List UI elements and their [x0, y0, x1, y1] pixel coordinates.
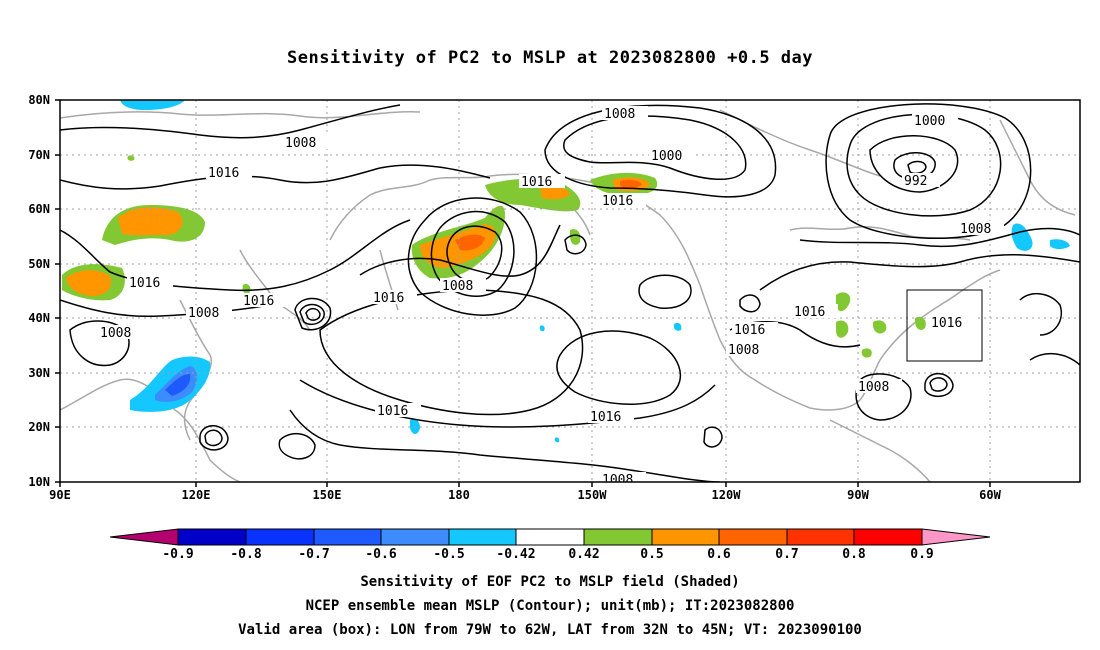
- colorbar-bin: [718, 528, 788, 546]
- colorbar-label: 0.5: [640, 547, 663, 562]
- lat-axis: 80N 70N 60N 50N 40N 30N 20N 10N: [28, 93, 60, 489]
- contour-label: 1016: [129, 276, 160, 291]
- colorbar-label: 0.42: [568, 547, 599, 562]
- colorbar-label: -0.42: [496, 547, 535, 562]
- contour-label: 1016: [931, 316, 962, 331]
- colorbar-label: -0.9: [162, 547, 193, 562]
- colorbar-bin: [177, 528, 247, 546]
- colorbar-bin: [313, 528, 382, 546]
- lon-tick-label: 90E: [49, 488, 71, 502]
- colorbar-left-arrow: [109, 528, 179, 546]
- lat-tick-label: 40N: [28, 311, 50, 325]
- colorbar-label: 0.7: [775, 547, 798, 562]
- colorbar-bin: [448, 528, 517, 546]
- colorbar-bin: [515, 528, 585, 546]
- contour-label: 1008: [960, 222, 991, 237]
- caption-line-2: NCEP ensemble mean MSLP (Contour); unit(…: [305, 598, 795, 614]
- contour-label: 1008: [728, 343, 759, 358]
- valid-area-box: [906, 289, 983, 362]
- contour-label: 1000: [651, 149, 682, 164]
- contour-label: 1008: [442, 279, 473, 294]
- lon-tick-label: 60W: [979, 488, 1001, 502]
- colorbar-bin: [651, 528, 720, 546]
- lat-tick-label: 60N: [28, 202, 50, 216]
- colorbar-bin: [786, 528, 855, 546]
- contour-label: 1016: [602, 194, 633, 209]
- contour-label: 1016: [208, 166, 239, 181]
- colorbar-label: 0.6: [707, 547, 731, 562]
- lat-tick-label: 50N: [28, 257, 50, 271]
- contour-label: 1000: [914, 114, 945, 129]
- contour-label: 1016: [243, 294, 274, 309]
- contour-label: 1016: [590, 410, 621, 425]
- lat-tick-label: 80N: [28, 93, 50, 107]
- contour-label: 1008: [285, 136, 316, 151]
- contour-labels: 1008 1008 1000 1000 992 1016 1016 1016 1…: [98, 106, 1004, 488]
- lon-tick-label: 150E: [313, 488, 342, 502]
- contour-label: 1008: [604, 107, 635, 122]
- caption-line-3: Valid area (box): LON from 79W to 62W, L…: [238, 622, 862, 638]
- contour-label: 1016: [794, 305, 825, 320]
- colorbar-label: -0.5: [433, 547, 464, 562]
- contour-label: 1008: [188, 306, 219, 321]
- mslp-contours: [60, 103, 1080, 482]
- contour-label: 1008: [858, 380, 889, 395]
- colorbar-bin: [380, 528, 450, 546]
- lon-axis: 90E 120E 150E 180 150W 120W 90W 60W: [49, 482, 1002, 502]
- sensitivity-shading: [62, 100, 1070, 443]
- lat-tick-label: 30N: [28, 366, 50, 380]
- contour-label: 1008: [100, 326, 131, 341]
- contour-label: 1016: [377, 404, 408, 419]
- lat-tick-label: 10N: [28, 475, 50, 489]
- colorbar-label: 0.8: [842, 547, 866, 562]
- colorbar-label: -0.8: [230, 547, 261, 562]
- lon-tick-label: 150W: [578, 488, 608, 502]
- colorbar: -0.9 -0.8 -0.7 -0.6 -0.5 -0.42 0.42 0.5 …: [109, 528, 991, 562]
- contour-label: 1016: [521, 175, 552, 190]
- colorbar-bin: [583, 528, 653, 546]
- lon-tick-label: 120W: [712, 488, 742, 502]
- plot-title: Sensitivity of PC2 to MSLP at 2023082800…: [286, 48, 813, 68]
- colorbar-right-arrow: [921, 528, 991, 546]
- colorbar-bin: [245, 528, 315, 546]
- contour-label: 1016: [734, 323, 765, 338]
- lon-tick-label: 90W: [847, 488, 869, 502]
- contour-label: 1016: [373, 291, 404, 306]
- lat-tick-label: 20N: [28, 420, 50, 434]
- map-border: [59, 99, 1081, 483]
- lat-tick-label: 70N: [28, 148, 50, 162]
- lon-tick-label: 120E: [182, 488, 211, 502]
- colorbar-label: -0.6: [365, 547, 396, 562]
- contour-label: 1008: [602, 473, 633, 488]
- contour-label: 992: [904, 174, 927, 189]
- caption-line-1: Sensitivity of EOF PC2 to MSLP field (Sh…: [360, 574, 740, 590]
- lon-tick-label: 180: [448, 488, 470, 502]
- colorbar-label: 0.9: [910, 547, 933, 562]
- colorbar-label: -0.7: [298, 547, 329, 562]
- colorbar-bin: [853, 528, 923, 546]
